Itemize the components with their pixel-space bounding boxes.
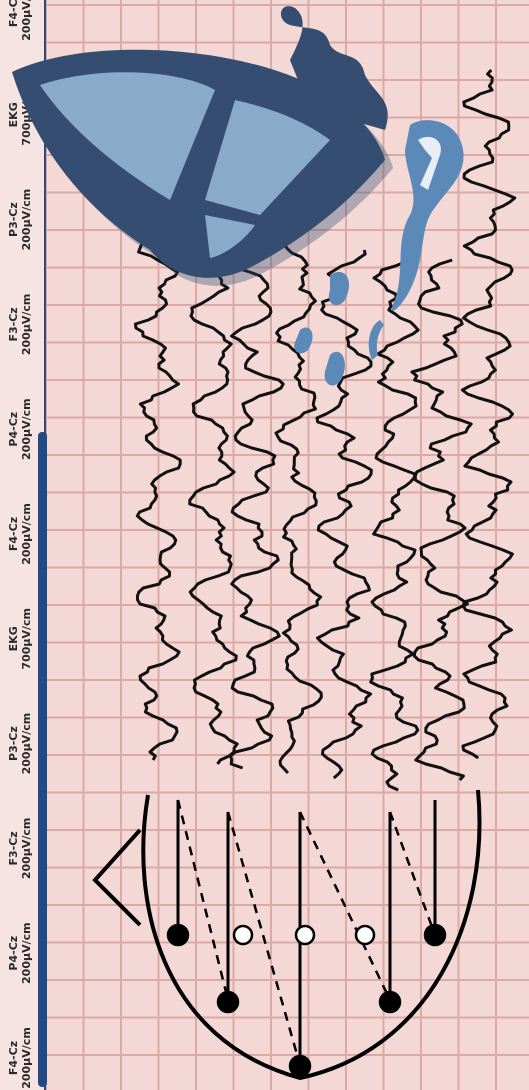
strip-accent (38, 432, 47, 1087)
eeg-trace (133, 239, 182, 761)
eeg-trace (460, 68, 517, 760)
head-diagram (92, 789, 482, 1081)
channel-label: P4-Cz (7, 412, 20, 447)
eeg-trace (369, 250, 420, 792)
scale-label: 200µV/cm (20, 818, 33, 880)
label-strip (0, 0, 44, 1090)
channel-label: F4-Cz (7, 0, 20, 27)
channel-label: F3-Cz (7, 307, 20, 341)
scale-label: 200µV/cm (20, 189, 33, 251)
scale-label: 200µV/cm (20, 1027, 33, 1089)
eeg-trace (410, 258, 473, 782)
scale-label: 200µV/cm (20, 0, 33, 41)
eeg-trace (188, 239, 239, 765)
channel-label: P3-Cz (7, 202, 20, 237)
eeg-trace (315, 249, 373, 780)
channel-label: P3-Cz (7, 726, 20, 761)
witch-hat (12, 6, 464, 386)
scale-label: 200µV/cm (20, 294, 33, 356)
channel-label: F4-Cz (7, 1041, 20, 1075)
scale-label: 200µV/cm (20, 398, 33, 460)
electrodes (166, 923, 447, 1078)
scale-label: 200µV/cm (20, 503, 33, 565)
channel-label: P4-Cz (7, 936, 20, 971)
scale-label: 200µV/cm (20, 922, 33, 984)
scale-label: 700µV/cm (20, 608, 33, 670)
eeg-trace (274, 244, 323, 775)
channel-label: F4-Cz (7, 517, 20, 551)
eeg-traces (133, 68, 517, 792)
scale-label: 200µV/cm (20, 713, 33, 775)
eeg-trace (227, 239, 285, 770)
channel-label: F3-Cz (7, 831, 20, 865)
channel-label: EKG (7, 102, 20, 127)
channel-label: EKG (7, 626, 20, 651)
